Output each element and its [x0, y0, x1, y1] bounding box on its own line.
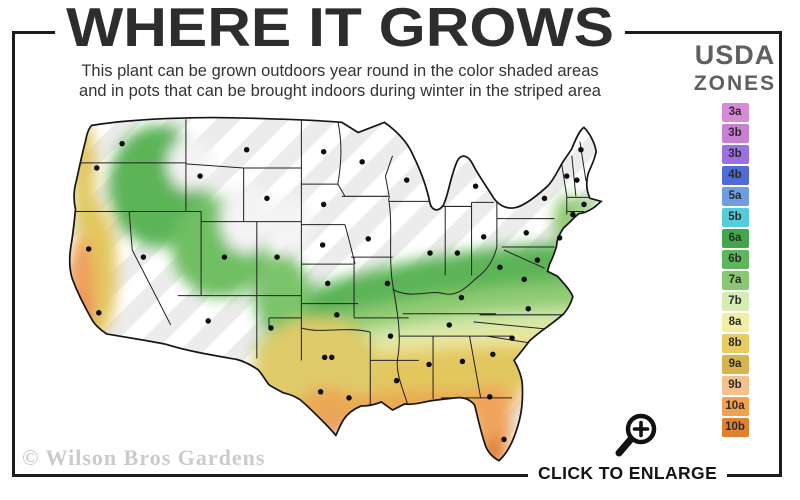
us-growing-zone-map[interactable]: [36, 104, 664, 476]
legend-zone-3b-2: 3b: [721, 145, 749, 164]
page-title: WHERE IT GROWS: [40, 0, 640, 58]
legend-title-usda: USDA: [694, 40, 776, 70]
us-outline: [68, 116, 603, 462]
legend-zone-4b-3: 4b: [721, 166, 749, 185]
legend-zone-5b-5: 5b: [721, 208, 749, 227]
subtitle: This plant can be grown outdoors year ro…: [40, 62, 640, 101]
legend-zone-7b-9: 7b: [721, 292, 749, 311]
city-dots: [85, 140, 587, 443]
state-borders: [70, 119, 591, 406]
legend-title: USDA ZONES: [676, 40, 794, 95]
page-title-text: WHERE IT GROWS: [55, 0, 625, 58]
subtitle-line-1: This plant can be grown outdoors year ro…: [81, 62, 599, 80]
legend-zone-6a-6: 6a: [721, 229, 749, 248]
subtitle-line-2: and in pots that can be brought indoors …: [79, 81, 601, 100]
usda-zones-legend: USDA ZONES 3a 3b 3b 4b 5a 5b 6a 6b 7a 7b 8a 8b 9a 9b 1…: [676, 42, 794, 437]
watermark: © Wilson Bros Gardens: [22, 445, 266, 470]
legend-zone-3b-1: 3b: [721, 124, 749, 143]
click-to-enlarge-label[interactable]: CLICK TO ENLARGE: [528, 463, 728, 484]
legend-zone-9a-12: 9a: [721, 355, 749, 374]
legend-zone-10b-15: 10b: [721, 418, 749, 437]
legend-zone-list: 3a 3b 3b 4b 5a 5b 6a 6b 7a 7b 8a 8b 9a 9b 10a 10b: [676, 103, 794, 437]
legend-zone-10a-14: 10a: [721, 397, 749, 416]
legend-title-zones: ZONES: [693, 72, 777, 95]
legend-zone-3a-0: 3a: [721, 103, 749, 122]
legend-zone-6b-7: 6b: [721, 250, 749, 269]
legend-zone-5a-4: 5a: [721, 187, 749, 206]
legend-zone-7a-8: 7a: [721, 271, 749, 290]
us-map-svg: [68, 116, 603, 462]
magnifier-zoom-icon[interactable]: [606, 411, 662, 465]
legend-zone-8b-11: 8b: [721, 334, 749, 353]
legend-zone-8a-10: 8a: [721, 313, 749, 332]
legend-zone-9b-13: 9b: [721, 376, 749, 395]
